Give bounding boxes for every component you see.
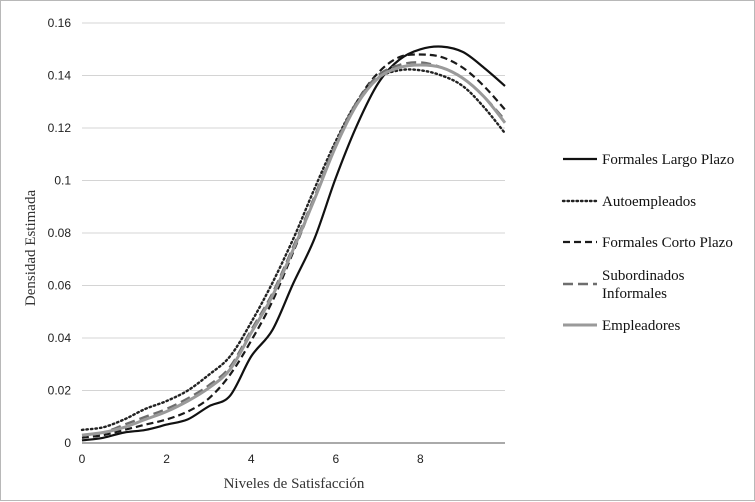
legend-label-formales-largo-plazo: Formales Largo Plazo xyxy=(602,152,734,168)
series-line-empleadores xyxy=(81,63,507,437)
y-tick-label: 0.14 xyxy=(48,69,72,83)
legend-label-subordinados-informales: Informales xyxy=(602,286,667,302)
legend-label-autoempleados: Autoempleados xyxy=(602,194,696,210)
y-tick-label: 0 xyxy=(64,436,71,450)
legend-label-formales-corto-plazo: Formales Corto Plazo xyxy=(602,235,733,251)
x-tick-label: 0 xyxy=(79,452,86,466)
y-tick-label: 0.08 xyxy=(48,226,72,240)
x-tick-label: 6 xyxy=(332,452,339,466)
legend-label-empleadores: Empleadores xyxy=(602,318,680,334)
x-tick-label: 8 xyxy=(417,452,424,466)
gridlines xyxy=(82,22,505,391)
x-tick-label: 2 xyxy=(163,452,170,466)
series-lines xyxy=(80,45,507,442)
series-line-autoempleados xyxy=(80,68,507,432)
y-tick-label: 0.04 xyxy=(48,331,72,345)
x-axis-title: Niveles de Satisfacción xyxy=(224,476,365,492)
series-line-formales-largo-plazo xyxy=(81,45,506,442)
y-axis-title: Densidad Estimada xyxy=(23,190,39,307)
y-tick-label: 0.06 xyxy=(48,279,72,293)
axes: 0 0.02 0.04 0.06 0.08 0.1 0.12 0.14 0.16 0 2 4 6 8 xyxy=(48,16,505,466)
y-tick-label: 0.02 xyxy=(48,384,72,398)
series-line-formales-corto-plazo xyxy=(81,53,506,439)
y-tick-label: 0.12 xyxy=(48,121,72,135)
x-tick-label: 4 xyxy=(248,452,255,466)
legend-label-subordinados-informales: Subordinados xyxy=(602,268,685,284)
legend: Formales Largo Plazo Autoempleados Formale… xyxy=(561,152,734,334)
y-tick-label: 0.16 xyxy=(48,16,72,30)
y-tick-label: 0.1 xyxy=(54,174,71,188)
